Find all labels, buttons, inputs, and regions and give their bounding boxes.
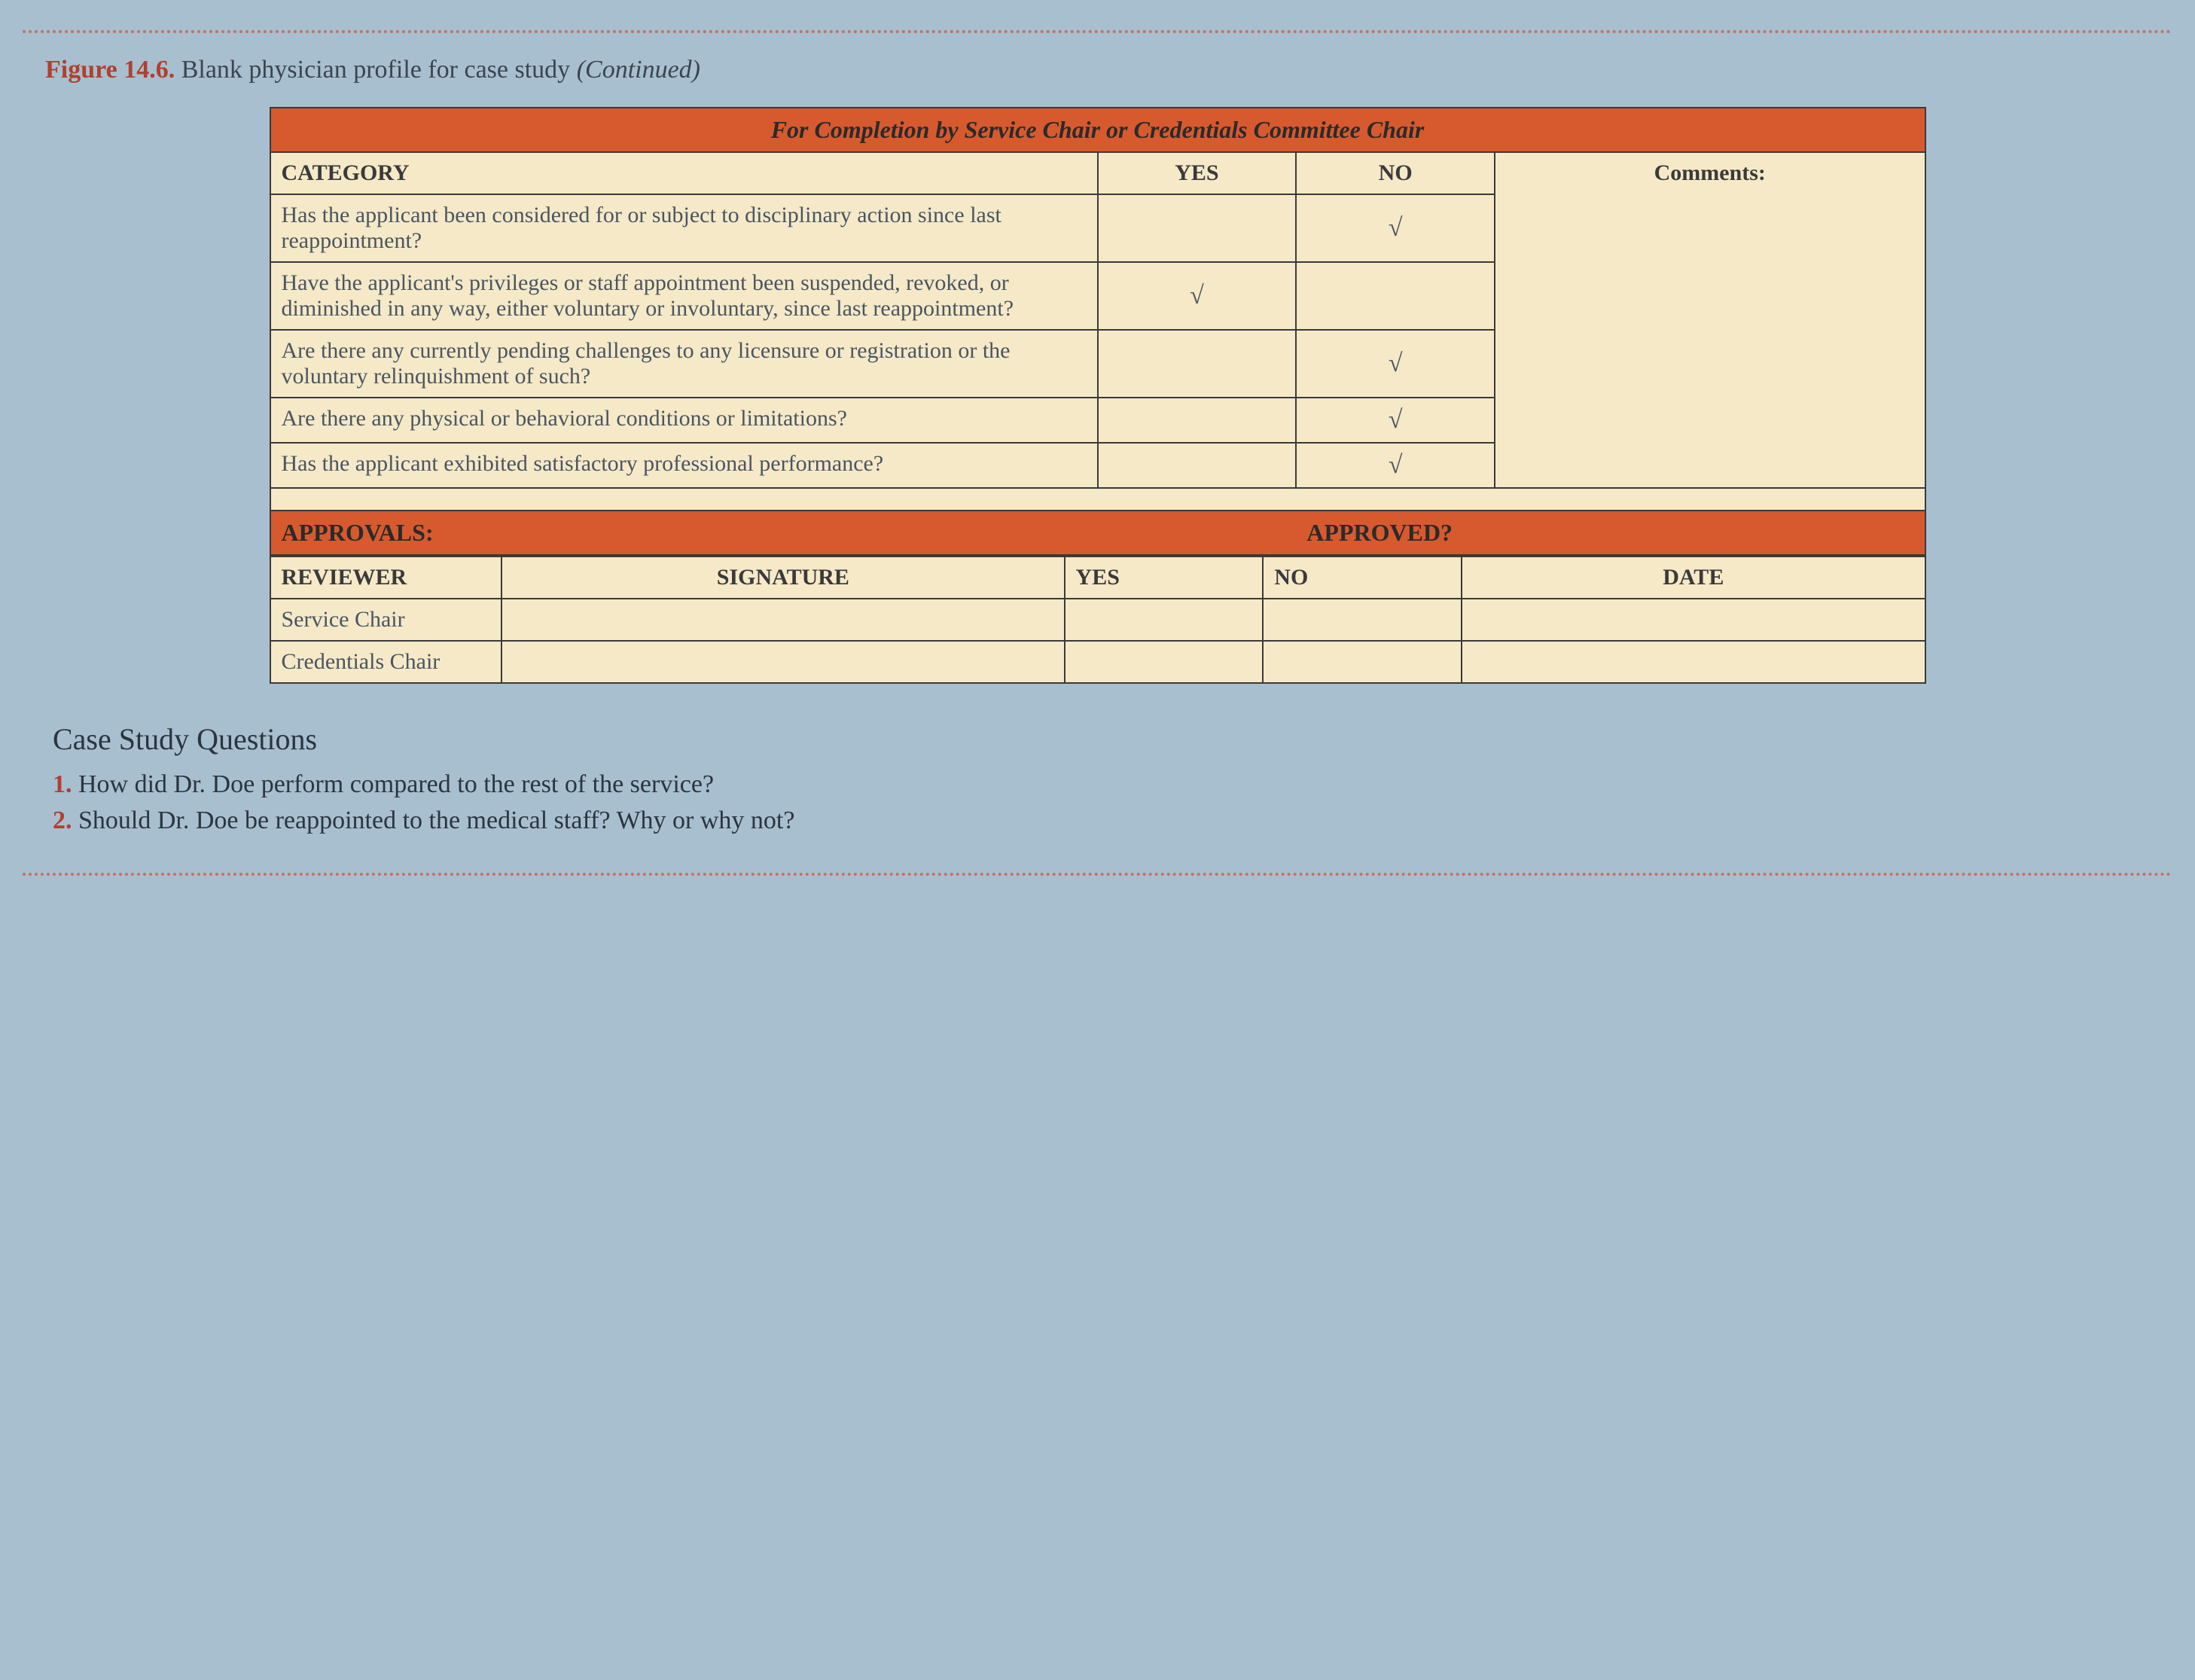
form-yes-cell[interactable]	[1098, 330, 1297, 398]
figure-number: Figure 14.6.	[45, 56, 175, 84]
form-question: Are there any currently pending challeng…	[270, 330, 1098, 398]
case-study-question: 2. Should Dr. Doe be reappointed to the …	[53, 806, 2157, 835]
col-approved-no: NO	[1263, 556, 1462, 599]
form-yes-cell[interactable]	[1098, 443, 1297, 488]
form-no-cell[interactable]: √	[1296, 330, 1495, 398]
date-cell[interactable]	[1462, 641, 1925, 683]
col-date: DATE	[1462, 556, 1925, 599]
figure-caption: Figure 14.6. Blank physician profile for…	[38, 56, 2157, 84]
form-no-cell[interactable]: √	[1296, 194, 1495, 262]
case-study-section: Case Study Questions 1. How did Dr. Doe …	[38, 721, 2157, 835]
form-no-cell[interactable]	[1296, 262, 1495, 330]
case-study-question: 1. How did Dr. Doe perform compared to t…	[53, 770, 2157, 799]
form-no-cell[interactable]: √	[1296, 443, 1495, 488]
reviewer-name: Service Chair	[270, 599, 502, 641]
figure-continued: (Continued)	[577, 56, 700, 84]
approval-row: Credentials Chair	[270, 641, 1925, 683]
form-yes-cell[interactable]	[1098, 398, 1297, 443]
question-number: 2.	[53, 806, 72, 834]
case-study-heading: Case Study Questions	[53, 721, 2157, 757]
signature-cell[interactable]	[501, 641, 1064, 683]
approved-no-cell[interactable]	[1263, 599, 1462, 641]
form-yes-cell[interactable]: √	[1098, 262, 1297, 330]
col-category: CATEGORY	[270, 152, 1098, 194]
approval-row: Service Chair	[270, 599, 1925, 641]
question-text: How did Dr. Doe perform compared to the …	[78, 770, 714, 798]
approved-no-cell[interactable]	[1263, 641, 1462, 683]
approvals-wrap: REVIEWER SIGNATURE YES NO DATE Service C…	[38, 556, 2157, 684]
page-container: Figure 14.6. Blank physician profile for…	[23, 30, 2172, 876]
col-comments: Comments:	[1495, 152, 1925, 488]
approvals-label: APPROVALS:	[270, 511, 1297, 555]
form-section-header: For Completion by Service Chair or Crede…	[270, 108, 1925, 152]
form-question: Has the applicant exhibited satisfactory…	[270, 443, 1098, 488]
figure-title: Blank physician profile for case study	[181, 56, 570, 84]
col-signature: SIGNATURE	[501, 556, 1064, 599]
form-yes-cell[interactable]	[1098, 194, 1297, 262]
gap-row	[270, 488, 1925, 511]
physician-profile-form: For Completion by Service Chair or Crede…	[270, 107, 1926, 556]
approved-yes-cell[interactable]	[1065, 641, 1264, 683]
col-yes: YES	[1098, 152, 1297, 194]
form-question: Have the applicant's privileges or staff…	[270, 262, 1098, 330]
reviewer-name: Credentials Chair	[270, 641, 502, 683]
col-reviewer: REVIEWER	[270, 556, 502, 599]
date-cell[interactable]	[1462, 599, 1925, 641]
signature-cell[interactable]	[501, 599, 1064, 641]
approvals-table: REVIEWER SIGNATURE YES NO DATE Service C…	[270, 556, 1926, 684]
approved-yes-cell[interactable]	[1065, 599, 1264, 641]
col-no: NO	[1296, 152, 1495, 194]
form-no-cell[interactable]: √	[1296, 398, 1495, 443]
form-wrap: For Completion by Service Chair or Crede…	[38, 107, 2157, 556]
col-approved-yes: YES	[1065, 556, 1264, 599]
question-text: Should Dr. Doe be reappointed to the med…	[78, 806, 794, 834]
form-question: Has the applicant been considered for or…	[270, 194, 1098, 262]
question-number: 1.	[53, 770, 72, 798]
form-question: Are there any physical or behavioral con…	[270, 398, 1098, 443]
approved-label: APPROVED?	[1296, 511, 1925, 555]
